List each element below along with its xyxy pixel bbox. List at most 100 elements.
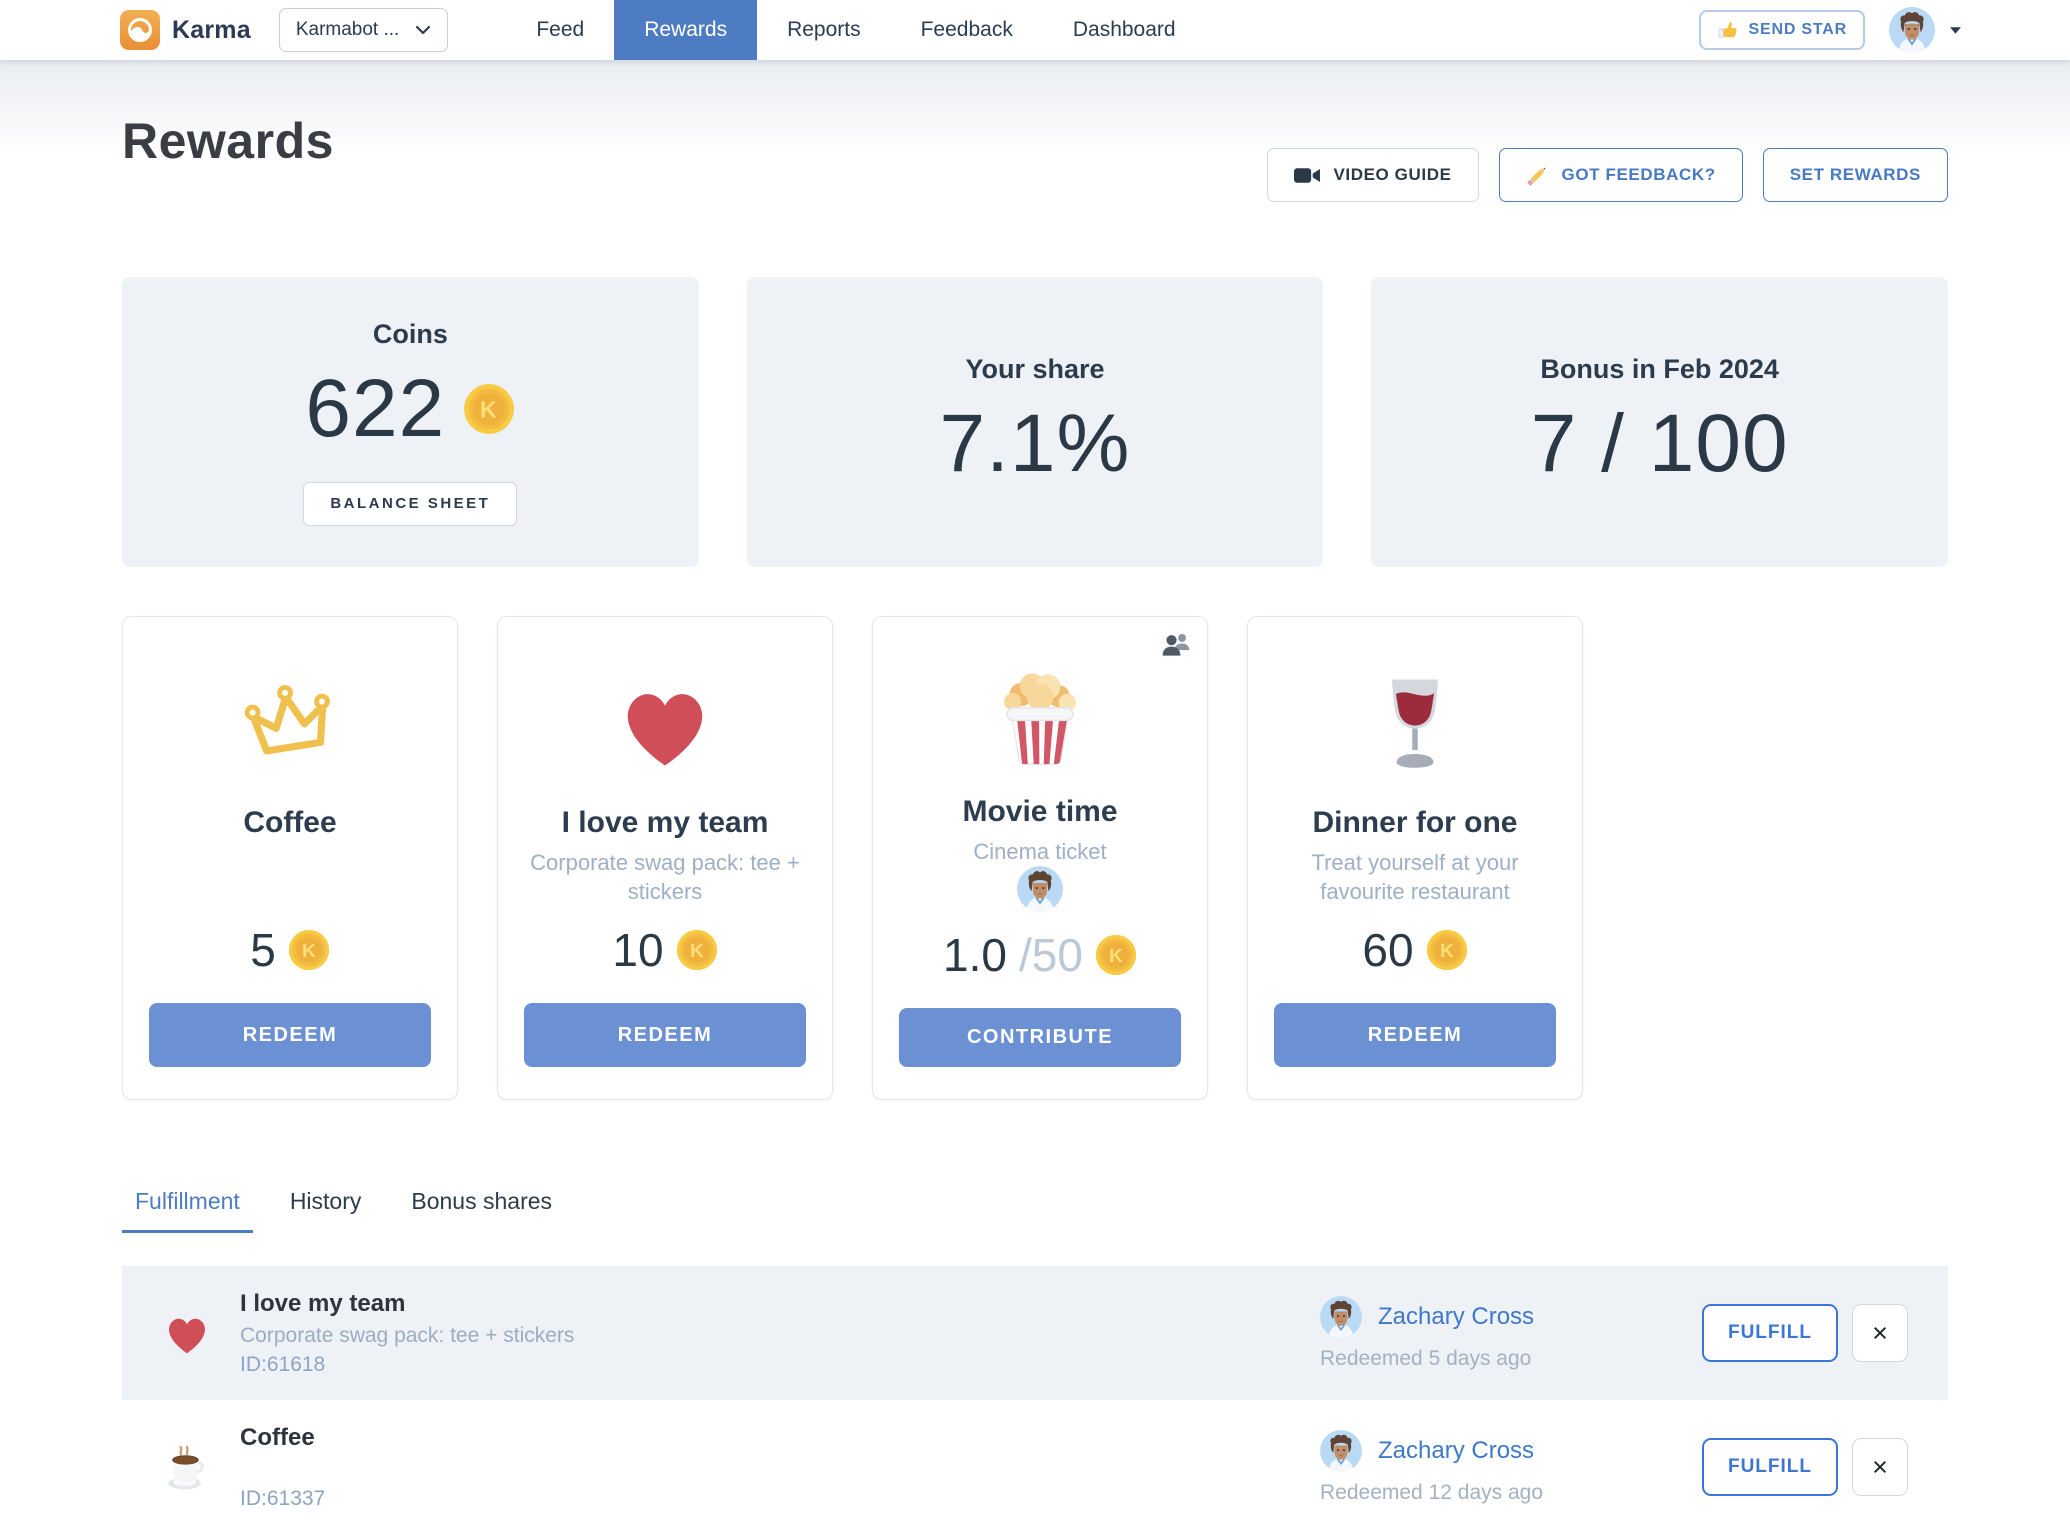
balance-sheet-button[interactable]: BALANCE SHEET — [303, 481, 518, 526]
fulfillment-item-info: Coffee ID:61337 — [240, 1424, 325, 1511]
coin-icon — [676, 929, 718, 971]
reward-icon-wrap — [241, 661, 339, 786]
user-avatar — [1889, 7, 1935, 53]
workspace-selector-value: Karmabot ... — [295, 19, 400, 40]
nav-item-rewards[interactable]: Rewards — [614, 0, 758, 60]
pencil-icon — [1526, 163, 1550, 187]
fulfillment-row: Coffee ID:61337 Zachary Cross Redeemed 1… — [122, 1400, 1948, 1534]
redeemed-time: Redeemed 12 days ago — [1320, 1480, 1543, 1504]
nav-item-dashboard[interactable]: Dashboard — [1072, 18, 1176, 41]
fulfillment-row: I love my team Corporate swag pack: tee … — [122, 1266, 1948, 1400]
fulfillment-item-description: Corporate swag pack: tee + stickers — [240, 1323, 575, 1347]
reward-name: Coffee — [243, 806, 337, 839]
page-actions: VIDEO GUIDE GOT FEEDBACK? SET REWARDS — [1267, 148, 1948, 202]
group-icon — [1161, 630, 1192, 657]
reward-name: Dinner for one — [1312, 806, 1518, 839]
your-share-label: Your share — [965, 353, 1105, 384]
your-share-value: 7.1% — [939, 397, 1131, 489]
coin-icon — [1095, 934, 1137, 976]
fulfillment-item-description — [240, 1458, 325, 1483]
coins-card: Coins 622 BALANCE SHEET — [122, 277, 699, 567]
reward-price: 1.0/50 — [943, 928, 1137, 982]
main-nav: Feed Rewards Reports Feedback Dashboard — [506, 0, 1205, 60]
reward-cards: Coffee 5 REDEEM I love my team Corporate… — [122, 616, 1948, 1100]
tab-bonus-shares[interactable]: Bonus shares — [398, 1188, 565, 1233]
reward-cost: 60 — [1362, 924, 1414, 976]
user-menu[interactable] — [1889, 7, 1962, 53]
dismiss-button[interactable]: × — [1852, 1304, 1908, 1362]
close-icon: × — [1872, 1317, 1888, 1348]
reward-description: Cinema ticket — [973, 839, 1107, 865]
brand: Karma — [120, 10, 251, 50]
bonus-card: Bonus in Feb 2024 7 / 100 — [1371, 277, 1949, 567]
reward-description: Treat yourself at your favourite restaur… — [1311, 850, 1519, 905]
workspace-selector[interactable]: Karmabot ... — [278, 8, 449, 52]
reward-card-i-love-my-team: I love my team Corporate swag pack: tee … — [497, 616, 833, 1100]
redeemer-name-link[interactable]: Zachary Cross — [1378, 1302, 1535, 1330]
crown-icon — [241, 681, 339, 767]
set-rewards-label: SET REWARDS — [1789, 165, 1921, 184]
reward-price: 5 — [250, 923, 330, 977]
brand-name: Karma — [172, 15, 251, 44]
page-head: Rewards VIDEO GUIDE GOT FEEDBACK? SET RE… — [122, 60, 1948, 202]
coin-icon — [463, 383, 515, 435]
coins-value-row: 622 — [305, 362, 515, 456]
thumbs-up-icon — [1717, 19, 1739, 41]
reward-card-dinner-for-one: Dinner for one Treat yourself at your fa… — [1247, 616, 1583, 1100]
reward-icon-wrap — [1372, 661, 1458, 786]
user-avatar — [1017, 866, 1063, 912]
redeemer-name-link[interactable]: Zachary Cross — [1378, 1436, 1535, 1464]
group-reward-badge — [1161, 630, 1192, 657]
heart-icon — [613, 675, 717, 772]
rewards-page: Rewards VIDEO GUIDE GOT FEEDBACK? SET RE… — [0, 60, 2070, 1534]
heart-icon — [162, 1309, 212, 1357]
redeem-button[interactable]: REDEEM — [524, 1003, 806, 1067]
coin-icon — [288, 929, 330, 971]
fulfillment-item-id: ID:61618 — [240, 1352, 326, 1376]
reward-name: I love my team — [561, 806, 769, 839]
video-guide-button[interactable]: VIDEO GUIDE — [1267, 148, 1479, 202]
dismiss-button[interactable]: × — [1852, 1438, 1908, 1496]
close-icon: × — [1872, 1451, 1888, 1482]
video-camera-icon — [1294, 166, 1321, 185]
reward-cost: 10 — [612, 924, 664, 976]
reward-cost-total: /50 — [1019, 929, 1083, 982]
fulfill-button[interactable]: FULFILL — [1702, 1438, 1838, 1496]
redeem-button[interactable]: REDEEM — [149, 1003, 431, 1067]
got-feedback-button[interactable]: GOT FEEDBACK? — [1498, 148, 1743, 202]
redeem-button[interactable]: REDEEM — [1274, 1003, 1556, 1067]
send-star-button[interactable]: SEND STAR — [1698, 10, 1865, 50]
reward-card-coffee: Coffee 5 REDEEM — [122, 616, 458, 1100]
user-avatar — [1320, 1430, 1362, 1472]
fulfillment-list: I love my team Corporate swag pack: tee … — [122, 1266, 1948, 1534]
set-rewards-button[interactable]: SET REWARDS — [1762, 148, 1948, 202]
reward-icon-wrap — [613, 661, 717, 786]
contributor-avatar — [1017, 866, 1063, 912]
coffee-icon — [162, 1443, 212, 1491]
reward-description: Corporate swag pack: tee + stickers — [530, 850, 800, 905]
fulfill-button[interactable]: FULFILL — [1702, 1304, 1838, 1362]
nav-item-feedback[interactable]: Feedback — [920, 18, 1013, 41]
bonus-value: 7 / 100 — [1530, 397, 1789, 489]
reward-price: 60 — [1362, 923, 1467, 977]
reward-cost: 5 — [250, 924, 276, 976]
coins-label: Coins — [372, 318, 448, 349]
fulfillment-item-title: I love my team — [240, 1289, 406, 1317]
karma-logo-icon — [120, 10, 160, 50]
reward-name: Movie time — [962, 795, 1118, 829]
video-guide-label: VIDEO GUIDE — [1333, 165, 1452, 184]
nav-item-feed[interactable]: Feed — [536, 18, 585, 41]
header-gradient — [0, 60, 2070, 156]
reward-price: 10 — [612, 923, 717, 977]
fulfillment-item-info: I love my team Corporate swag pack: tee … — [240, 1290, 574, 1377]
got-feedback-label: GOT FEEDBACK? — [1561, 165, 1716, 184]
chevron-down-icon — [415, 25, 431, 35]
your-share-card: Your share 7.1% — [746, 277, 1324, 567]
tab-history[interactable]: History — [277, 1188, 375, 1233]
wine-glass-icon — [1372, 664, 1458, 784]
nav-item-reports[interactable]: Reports — [787, 18, 861, 41]
fulfillment-item-id: ID:61337 — [240, 1486, 326, 1510]
redeemer-top: Zachary Cross — [1320, 1296, 1652, 1338]
contribute-button[interactable]: CONTRIBUTE — [899, 1008, 1181, 1067]
tab-fulfillment[interactable]: Fulfillment — [122, 1188, 253, 1233]
